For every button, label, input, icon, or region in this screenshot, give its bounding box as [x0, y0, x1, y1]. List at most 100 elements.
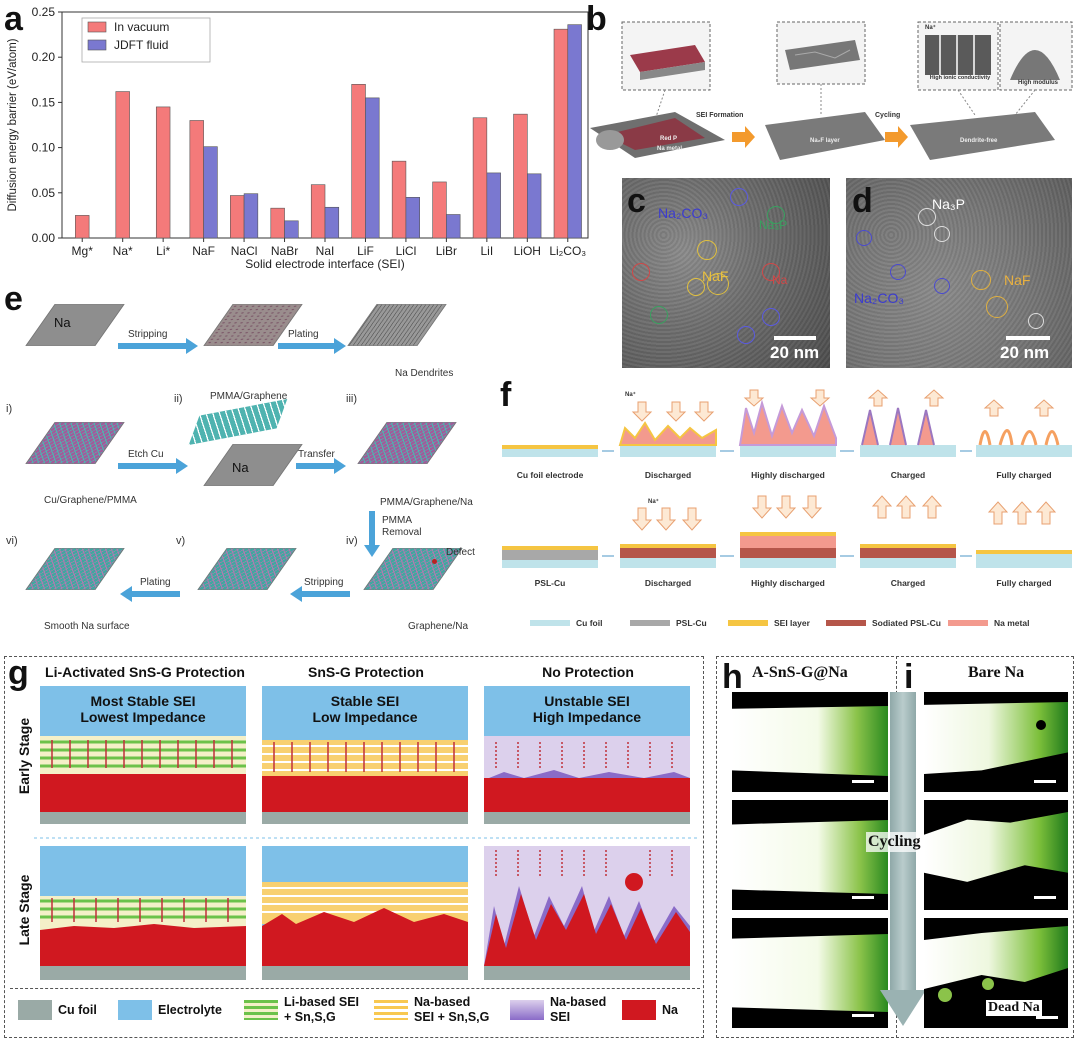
f-row2-label-5: Fully charged [996, 578, 1052, 588]
lattice-circle [856, 230, 872, 246]
bar-jdft-fluid [243, 193, 259, 239]
naf-label-c: NaF [702, 268, 729, 284]
f-legend-psl-cu: PSL-Cu [676, 618, 707, 628]
na-label-c: Na [772, 273, 788, 287]
pmma-graphene-label: PMMA/Graphene [210, 391, 288, 402]
legend-swatch-electrolyte [118, 1000, 152, 1020]
panel-label-a: a [4, 0, 23, 38]
legend-li-sei-1: Li-based SEI [284, 995, 360, 1009]
f-legend-sodiated: Sodiated PSL-Cu [872, 618, 941, 628]
y-axis-label: Diffusion energy barrier (eV/atom) [7, 38, 19, 211]
arrow [296, 458, 346, 474]
panel-hi-frame [716, 656, 1074, 1038]
bar-in-vacuum [230, 195, 245, 239]
f-row1-label-2: Discharged [644, 470, 692, 480]
legend-na-sei-sns-2: SEI + Sn,S,G [414, 1010, 490, 1024]
y-tick-label: 0.20 [32, 50, 56, 64]
late-stage-label: Late Stage [16, 874, 32, 946]
bar-jdft-fluid [567, 24, 582, 239]
x-tick-label: NaCl [231, 244, 258, 258]
f-row2-label-2: Discharged [644, 578, 692, 588]
x-tick-label: NaI [316, 244, 335, 258]
g-early-head-1b: Lowest Impedance [80, 709, 206, 725]
scale-bar [852, 896, 874, 899]
legend-cu-foil: Cu foil [58, 1003, 97, 1017]
dead-na-label: Dead Na [986, 1000, 1042, 1016]
x-tick-label: Mg* [72, 244, 94, 258]
panel-label-i: i [904, 658, 914, 696]
x-tick-label: LiBr [436, 244, 457, 258]
cycling-label-b: Cycling [875, 112, 901, 119]
bar-in-vacuum [432, 181, 447, 239]
transfer-label: Transfer [298, 449, 335, 460]
na-metal-label: Na metal [657, 146, 683, 152]
scale-bar [1036, 1016, 1058, 1019]
g-legend-divider [10, 988, 700, 989]
panel-label-f: f [500, 376, 512, 414]
na-label-ii: Na [232, 460, 249, 475]
y-tick-label: 0.10 [32, 141, 56, 155]
lattice-circle [971, 270, 991, 290]
early-stage-label-wrap: Early Stage [12, 690, 34, 828]
scale-bar [1006, 336, 1050, 340]
defect-label: Defect [446, 547, 475, 558]
legend-na-sei-1: Na-based [550, 995, 607, 1009]
bar-in-vacuum [270, 207, 285, 239]
h-title: A-SnS-G@Na [752, 664, 848, 681]
panel-label-e: e [4, 280, 23, 318]
bar-in-vacuum [472, 117, 488, 239]
x-tick-label: NaBr [271, 244, 298, 258]
na2co3-label-d: Na₂CO₃ [854, 290, 905, 306]
bar-in-vacuum [553, 28, 569, 239]
na2f-layer-label: Na₂F layer [810, 138, 840, 144]
arrow-down-head [364, 545, 380, 557]
scale-bar [852, 780, 874, 783]
tem-image-d: Na₃P Na₂CO₃ NaF 20 nm [846, 178, 1072, 368]
na-ion-label-b: Na⁺ [925, 25, 936, 31]
na-ion-f: Na⁺ [648, 499, 659, 505]
scale-bar [852, 1014, 874, 1017]
g-col-title-3: No Protection [542, 664, 634, 680]
i-title: Bare Na [968, 664, 1025, 681]
naf-label-d: NaF [1004, 272, 1031, 288]
x-tick-label: LiI [481, 244, 494, 258]
legend-label: JDFT fluid [114, 38, 168, 52]
lattice-circle [1028, 313, 1044, 329]
bar-in-vacuum [115, 91, 130, 239]
scale-bar [774, 336, 816, 340]
legend-swatch [87, 21, 107, 33]
arrow [290, 586, 350, 602]
panel-label-b: b [586, 0, 607, 38]
legend-label: In vacuum [114, 20, 169, 34]
lattice-circle [890, 264, 906, 280]
pmma-graphene-na-plate [357, 422, 457, 464]
i-frame-1 [924, 692, 1068, 792]
lattice-circle [762, 308, 780, 326]
red-p-label: Red P [660, 136, 678, 142]
lattice-circle [707, 273, 729, 295]
panel-label-g: g [8, 654, 29, 692]
y-tick-label: 0.05 [32, 186, 56, 200]
graphene-film [188, 399, 288, 445]
stripping-label-1: Stripping [128, 329, 168, 340]
legend-swatch-na-sei-sns [374, 1000, 408, 1020]
bar-jdft-fluid [284, 220, 299, 239]
dendrites-label: Na Dendrites [395, 368, 454, 379]
x-tick-label: Li* [156, 244, 170, 258]
legend-electrolyte: Electrolyte [158, 1003, 222, 1017]
na3p-label-d: Na₃P [932, 196, 965, 212]
scale-bar [1034, 896, 1056, 899]
cu-graphene-pmma-plate [25, 422, 125, 464]
bar-in-vacuum [155, 106, 171, 239]
i-frame-3: Dead Na [924, 918, 1068, 1028]
lattice-circle [687, 278, 705, 296]
pmma-graphene-na-label: PMMA/Graphene/Na [380, 497, 473, 508]
step-vi: vi) [6, 535, 18, 547]
lattice-circle [986, 296, 1008, 318]
panel-e-process: Na Stripping Plating Na Dendrites i) Cu/… [0, 295, 600, 645]
panel-b-schematic: SEI Formation Cycling Red P Na metal Na₂… [585, 0, 1080, 175]
plating-label-2: Plating [140, 577, 171, 588]
lattice-circle [934, 226, 950, 242]
panel-g-drawing [34, 686, 698, 980]
scale-bar [1034, 780, 1056, 783]
